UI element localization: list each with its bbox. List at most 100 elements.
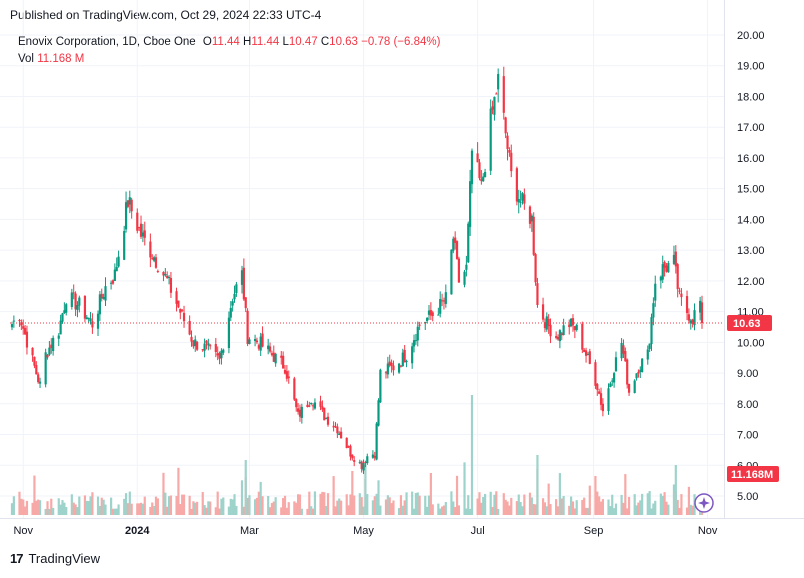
volume-bar [568,505,571,515]
volume-bar [321,491,324,515]
candle-body [480,178,483,182]
candle-body [614,357,618,372]
volume-bar [517,494,520,515]
candle-body [416,326,419,341]
volume-bar [18,491,21,515]
volume-bar [259,481,262,515]
tradingview-logo-icon[interactable]: 17 [10,551,24,566]
volume-bar [480,502,483,515]
y-tick-label: 5.00 [737,491,758,503]
candle-body [50,344,53,349]
volume-bar [218,508,221,515]
brand-name[interactable]: TradingView [28,551,101,566]
volume-bar [506,501,509,515]
volume-bar [493,494,496,515]
y-tick-label: 19.00 [737,61,765,73]
volume-bar [149,506,152,515]
volume-bar [192,501,195,515]
volume-bar [489,491,492,515]
candle-body [639,369,642,372]
candle-body [510,152,513,172]
volume-bar [272,501,275,515]
candle-body [530,215,533,222]
candle-body [687,314,691,321]
candle-body [676,264,679,290]
y-tick-label: 10.00 [737,337,765,349]
volume-row: Vol 11.168 M [18,51,440,68]
candle-body [444,292,447,304]
candle-body [259,336,262,351]
candle-body [123,231,126,260]
candle-body [598,391,601,394]
volume-bar [267,495,270,515]
volume-bar [463,462,466,515]
candle-body [596,384,599,390]
volume-bar [74,504,77,515]
open-value: 11.44 [211,36,240,48]
candle-body [179,308,182,313]
x-tick-label: Sep [584,525,604,537]
sparkle-icon[interactable] [694,493,714,513]
candle-body [227,317,231,349]
volume-bar [325,505,328,515]
volume-bar [614,503,618,515]
candle-body [571,318,575,326]
candle-body [556,337,560,340]
volume-bar [556,506,560,515]
volume-bar [439,508,442,515]
volume-bar [581,499,584,515]
volume-bar [397,508,401,515]
price-axis[interactable]: 20.00 19.00 18.00 17.00 16.00 15.00 14.00 13.00… [737,30,765,503]
volume-bar [545,506,548,515]
y-tick-label: 14.00 [737,214,765,226]
volume-bar [575,500,578,515]
volume-bar [465,508,468,515]
volume-bar [635,505,638,515]
candle-body [89,318,92,321]
volume-bar [659,493,662,515]
volume-bar [609,506,612,515]
candle-body [689,320,692,324]
candle-body [635,373,638,379]
volume-bar [128,491,131,515]
candle-body [626,359,629,385]
candle-body [268,346,272,352]
candle-body [272,352,275,362]
volume-bar [130,503,133,515]
candle-body [248,339,251,344]
candle-body [201,349,204,351]
volume-bar [371,500,374,515]
candle-body [244,297,247,309]
time-axis[interactable]: Nov 2024 Mar May Jul Sep Nov [13,525,717,537]
volume-bar [242,506,245,515]
candle-body [401,352,404,367]
candle-body [111,280,115,284]
symbol-title[interactable]: Enovix Corporation, 1D, Cboe One [18,36,196,48]
candle-body [371,454,374,458]
candle-body [476,153,479,163]
y-tick-label: 12.00 [737,276,765,288]
candle-body [384,372,388,374]
candle-body [48,347,51,355]
volume-bar [583,497,586,515]
volume-bar [113,508,116,515]
volume-bar [411,491,414,515]
candle-body [128,197,131,205]
low-label: L [282,36,289,48]
candle-body [319,401,322,407]
volume-bar [427,495,431,515]
volume-bar [502,493,505,515]
candle-body [102,297,105,299]
volume-bar [124,493,128,515]
volume-bar [85,500,88,515]
legend: Enovix Corporation, 1D, Cboe One O11.44 … [18,34,440,68]
volume-bar [332,476,335,515]
x-tick-label: May [353,525,374,537]
volume-bar [366,494,369,515]
volume-bar [46,501,49,515]
close-value: 10.63 [329,36,358,48]
candle-body [641,358,644,373]
candle-body [295,399,298,408]
y-tick-label: 20.00 [737,30,765,42]
